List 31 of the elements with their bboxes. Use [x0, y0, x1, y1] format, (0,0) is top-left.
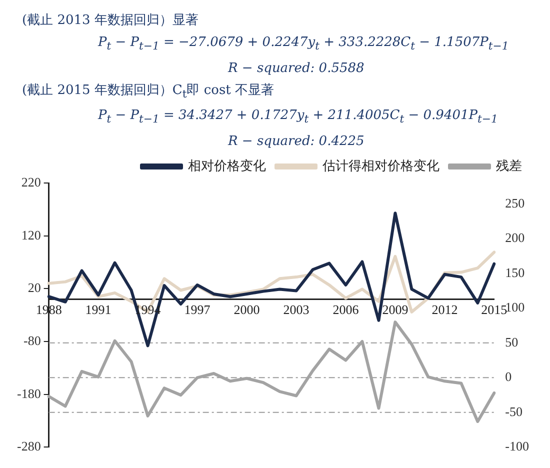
x-tick-label: 1997 — [184, 302, 211, 318]
x-tick-label: 2000 — [234, 302, 260, 318]
y2-tick-label: 250 — [505, 195, 525, 210]
y2-tick-label: 100 — [505, 300, 525, 315]
y-tick-label: -280 — [16, 438, 41, 454]
x-tick-label: 2009 — [382, 302, 408, 318]
y-tick-label: -80 — [23, 332, 41, 348]
y2-tick-label: 0 — [505, 369, 512, 384]
y2-tick-label: 200 — [505, 230, 525, 246]
y-tick-label: -180 — [16, 386, 41, 401]
y2-tick-label: 50 — [505, 334, 518, 350]
y-tick-label: 120 — [21, 227, 41, 242]
y-tick-label: 20 — [28, 280, 41, 296]
y-tick-label: 220 — [21, 174, 41, 190]
y2-tick-label: -100 — [505, 438, 530, 454]
text: P$_{t}$ − P$_{t−1}$ = −27.0679 + 0.2247y$_{t}$ + 333.2228C$_{t}$ − 1.1507P$_{t−1}$ — [98, 35, 509, 53]
text: (截止 2015 年数据回归）C$_{t}$即 cost 不显著 — [21, 82, 276, 102]
x-tick-label: 1991 — [85, 302, 112, 318]
y2-tick-label: 150 — [505, 264, 525, 280]
text: P$_{t}$ − P$_{t−1}$ = 34.3427 + 0.1727y$_{t}$ + 211.4005C$_{t}$ − 0.9401P$_{t−1}$ — [98, 108, 498, 126]
y2-tick-label: -50 — [505, 404, 523, 419]
legend-label: 估计得相对价格变化 — [322, 158, 440, 174]
text: R − squared: 0.5588 — [226, 60, 366, 78]
x-tick-label: 2012 — [432, 302, 458, 318]
legend-label: 相对价格变化 — [188, 158, 266, 174]
legend-label: 残差 — [496, 158, 522, 174]
x-tick-label: 2003 — [283, 302, 310, 318]
text: R − squared: 0.4225 — [226, 132, 366, 151]
x-tick-label: 2006 — [332, 302, 360, 318]
text: (截止 2013 年数据回归）显著 — [21, 12, 200, 30]
x-tick-label: 2015 — [481, 302, 508, 318]
